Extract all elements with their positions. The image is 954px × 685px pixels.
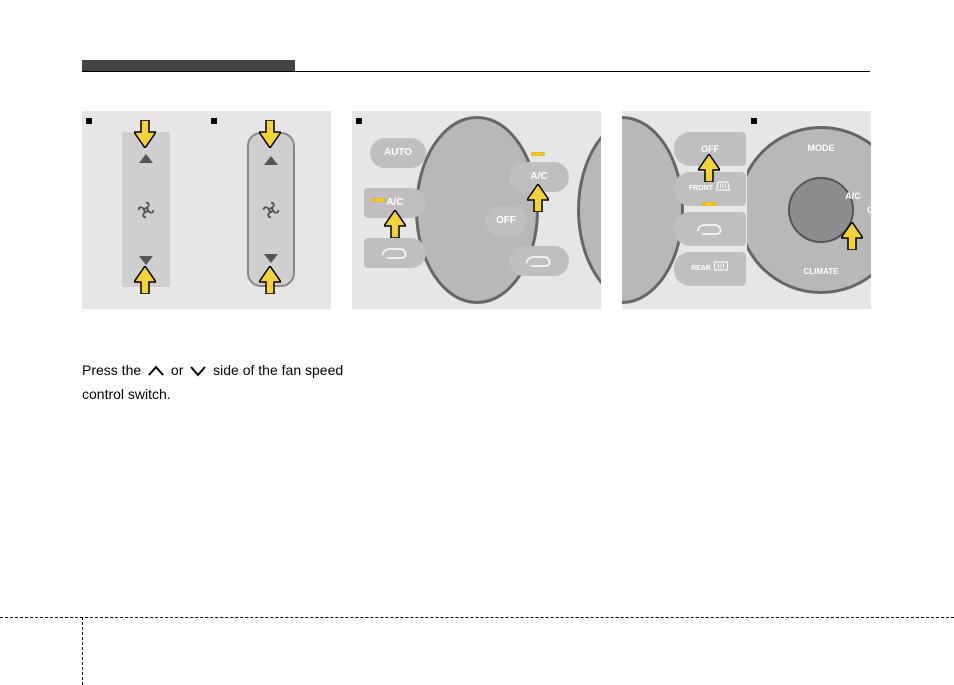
recirc-button	[509, 246, 569, 276]
panel-ac-variant-1: AUTO A/C	[352, 114, 477, 309]
rear-defrost-label: REAR	[691, 265, 711, 272]
callout-arrow-down-icon	[134, 120, 156, 148]
body-line1-prefix: Press the	[82, 362, 145, 378]
fan-switch	[122, 132, 170, 287]
auto-button: AUTO	[370, 138, 426, 168]
panel-ac-variant-2: A/C OFF	[477, 114, 601, 309]
callout-arrow-up-icon	[134, 266, 156, 294]
callout-arrow-up-icon	[384, 210, 406, 238]
off-button: OFF	[485, 206, 527, 236]
fan-up-caret-icon	[264, 156, 278, 165]
front-defrost-label: FRONT	[689, 185, 713, 192]
panel-off-control: OFF FRONT REAR MODE OFF CLIMATE A/C	[622, 111, 871, 309]
recirc-button	[364, 238, 426, 268]
fan-switch	[247, 132, 295, 287]
recirc-button	[674, 212, 746, 246]
header-rule	[82, 71, 870, 72]
bullet-icon	[211, 118, 217, 124]
body-line1-suffix: side of the fan speed	[213, 362, 343, 378]
fan-icon	[260, 199, 282, 221]
body-text: Press the or side of the fan speed contr…	[82, 360, 602, 405]
body-line1-mid: or	[171, 362, 187, 378]
dial-edge	[415, 116, 477, 304]
callout-arrow-down-icon	[259, 120, 281, 148]
led-indicator-icon	[702, 202, 716, 206]
mode-segment: MODE	[801, 137, 841, 159]
bullet-icon	[356, 118, 362, 124]
climate-segment: CLIMATE	[801, 261, 841, 283]
panel-off-variant-1: OFF FRONT REAR	[622, 114, 747, 309]
callout-arrow-up-icon	[527, 184, 549, 212]
led-indicator-icon	[372, 198, 386, 202]
mode-dial: MODE OFF CLIMATE	[747, 126, 871, 294]
dial-edge	[577, 116, 601, 304]
caret-up-inline-icon	[147, 362, 165, 384]
ac-segment: A/C	[833, 185, 871, 207]
caret-down-inline-icon	[189, 362, 207, 384]
fan-down-caret-icon	[139, 256, 153, 265]
footer-vertical-rule	[82, 617, 83, 685]
panel-fan-speed-variant-2	[207, 114, 331, 309]
fan-down-caret-icon	[264, 254, 278, 263]
body-line2: control switch.	[82, 386, 171, 402]
rear-defrost-button: REAR	[674, 252, 746, 286]
footer-rule	[0, 617, 954, 618]
panel-fan-speed-variant-1	[82, 114, 207, 309]
callout-arrow-up-icon	[259, 266, 281, 294]
panel-off-variant-2: MODE OFF CLIMATE A/C	[747, 114, 871, 309]
fan-icon	[135, 199, 157, 221]
bullet-icon	[751, 118, 757, 124]
fan-up-caret-icon	[139, 154, 153, 163]
callout-arrow-up-icon	[698, 154, 720, 182]
bullet-icon	[86, 118, 92, 124]
callout-arrow-up-icon	[841, 222, 863, 250]
panel-ac-control: AUTO A/C A/C OFF	[352, 111, 601, 309]
led-indicator-icon	[531, 152, 545, 156]
panel-fan-speed	[82, 111, 331, 309]
